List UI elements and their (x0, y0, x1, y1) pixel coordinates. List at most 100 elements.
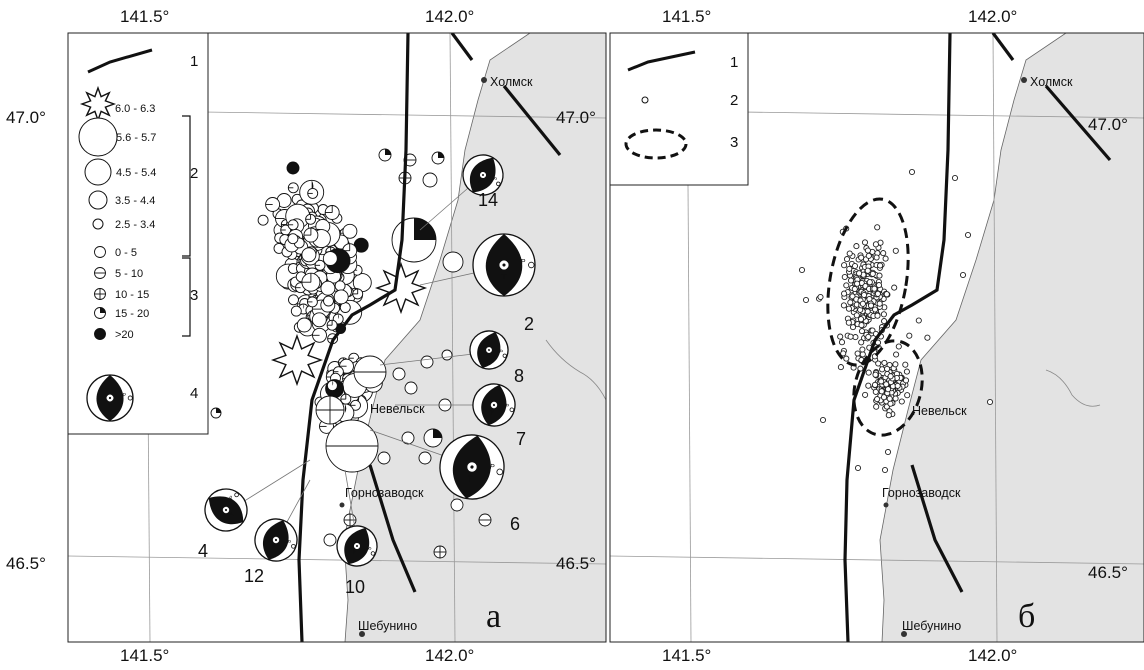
epicenter (326, 319, 338, 331)
epicenter (334, 280, 346, 292)
epicenter (94, 328, 106, 340)
epicenter-dot (906, 332, 913, 339)
epicenter-dot (964, 231, 972, 239)
legend-a-item: 0 - 5 (94, 246, 137, 259)
epicenter-dot (874, 224, 881, 231)
beach-t-label: T (108, 404, 112, 410)
bottom-tick-b-1: 141.5° (662, 646, 711, 665)
epicenter-dot (873, 254, 880, 261)
epicenter-dot (924, 334, 931, 341)
legend-label: >20 (115, 329, 134, 341)
epicenter-dot (843, 282, 850, 289)
legend-b-item: 2 (641, 92, 738, 109)
epicenter (314, 259, 326, 271)
epicenter-dot (838, 339, 846, 346)
epicenter-dot (881, 466, 889, 474)
legend-label: 5 - 10 (115, 268, 143, 280)
epicenter-dot (880, 311, 887, 318)
epicenter-dot (862, 391, 869, 398)
focal-mechanism-10: TP (336, 525, 378, 567)
legend-a-item: 2.5 - 3.4 (92, 218, 155, 231)
left-tick-a-2: 46.5° (6, 554, 46, 573)
fault-line-a-ne (450, 33, 474, 61)
epicenter (257, 214, 269, 226)
epicenter-dot (881, 359, 888, 366)
epicenter-dot (884, 365, 891, 372)
epicenter (94, 288, 106, 300)
top-tick-b-1: 141.5° (662, 7, 711, 26)
epicenter-dot (878, 388, 885, 395)
epicenter (307, 187, 319, 199)
epicenter (290, 305, 302, 317)
epicenter (342, 223, 358, 239)
epicenter (287, 233, 299, 245)
focal-mechanism-number: 4 (198, 541, 208, 561)
focal-mechanism-number: 7 (516, 429, 526, 449)
town-marker-gornozavodsk-b (883, 502, 889, 508)
epicenter-dot (854, 464, 862, 472)
epicenter-dot (887, 373, 894, 380)
beach-p-label: P (505, 403, 510, 410)
land-b (879, 33, 1144, 642)
epicenter-dot (845, 305, 852, 312)
epicenter (431, 151, 445, 165)
epicenter (265, 197, 281, 212)
epicenter (301, 272, 321, 292)
epicenter-dot (872, 388, 879, 395)
beach-p-label: P (367, 546, 373, 553)
epicenter-dot (866, 279, 873, 286)
cluster-ellipse-south (852, 339, 924, 437)
epicenter-dot (878, 378, 885, 385)
town-nevelsk-b: Невельск (912, 404, 967, 418)
epicenter (352, 288, 364, 300)
town-kholmsk-a: Холмск (490, 75, 533, 89)
epicenter-dot (902, 361, 909, 368)
epicenter-dot (840, 350, 847, 357)
top-tick-b-2: 142.0° (968, 7, 1017, 26)
epicenter-dot (864, 247, 871, 254)
epicenter (392, 367, 406, 381)
epicenter (326, 380, 338, 392)
legend-a-item: 6.0 - 6.3 (79, 85, 155, 123)
epicenter-dot (883, 291, 890, 298)
legend-label: 3.5 - 4.4 (115, 195, 155, 207)
epicenter (433, 545, 447, 559)
epicenter-dot (865, 252, 872, 259)
legend-b-item: 1 (627, 50, 738, 72)
top-tick-a-1: 141.5° (120, 7, 169, 26)
epicenter-dot (843, 355, 850, 362)
epicenter-dot (847, 299, 854, 306)
epicenter-dot (885, 412, 892, 419)
epicenter (340, 393, 352, 405)
epicenter-dot (892, 361, 899, 368)
epicenter (94, 307, 106, 319)
epicenter (423, 428, 443, 448)
epicenter (404, 381, 418, 395)
epicenter (94, 246, 106, 258)
legend-label: 15 - 20 (115, 308, 149, 320)
fault-line-b-s (910, 464, 964, 593)
epicenter (296, 317, 312, 333)
left-tick-a-1: 47.0° (6, 108, 46, 127)
beach-p-label: P (498, 349, 504, 356)
epicenter (305, 213, 317, 225)
legend-label: 5.6 - 5.7 (116, 132, 156, 144)
beach-t-label: T (271, 545, 277, 552)
river-b (1045, 369, 1101, 407)
epicenter-dot (894, 382, 901, 389)
epicenter-dot (871, 285, 878, 292)
epicenter-dot (861, 291, 868, 299)
epicenter-dot (872, 371, 879, 378)
focal-mechanism-number: 14 (478, 190, 498, 210)
epicenter-dot (858, 339, 865, 346)
bottom-tick-b-2: 142.0° (968, 646, 1017, 665)
epicenter-dot (865, 333, 872, 340)
epicenter-dot (847, 277, 855, 284)
epicenter-dot (876, 300, 883, 307)
epicenter-dot (858, 328, 866, 335)
top-tick-a-2: 142.0° (425, 7, 474, 26)
legend-beach-icon: TP (86, 374, 134, 422)
epicenter-dot (892, 247, 899, 254)
legend-number: 2 (190, 165, 198, 182)
